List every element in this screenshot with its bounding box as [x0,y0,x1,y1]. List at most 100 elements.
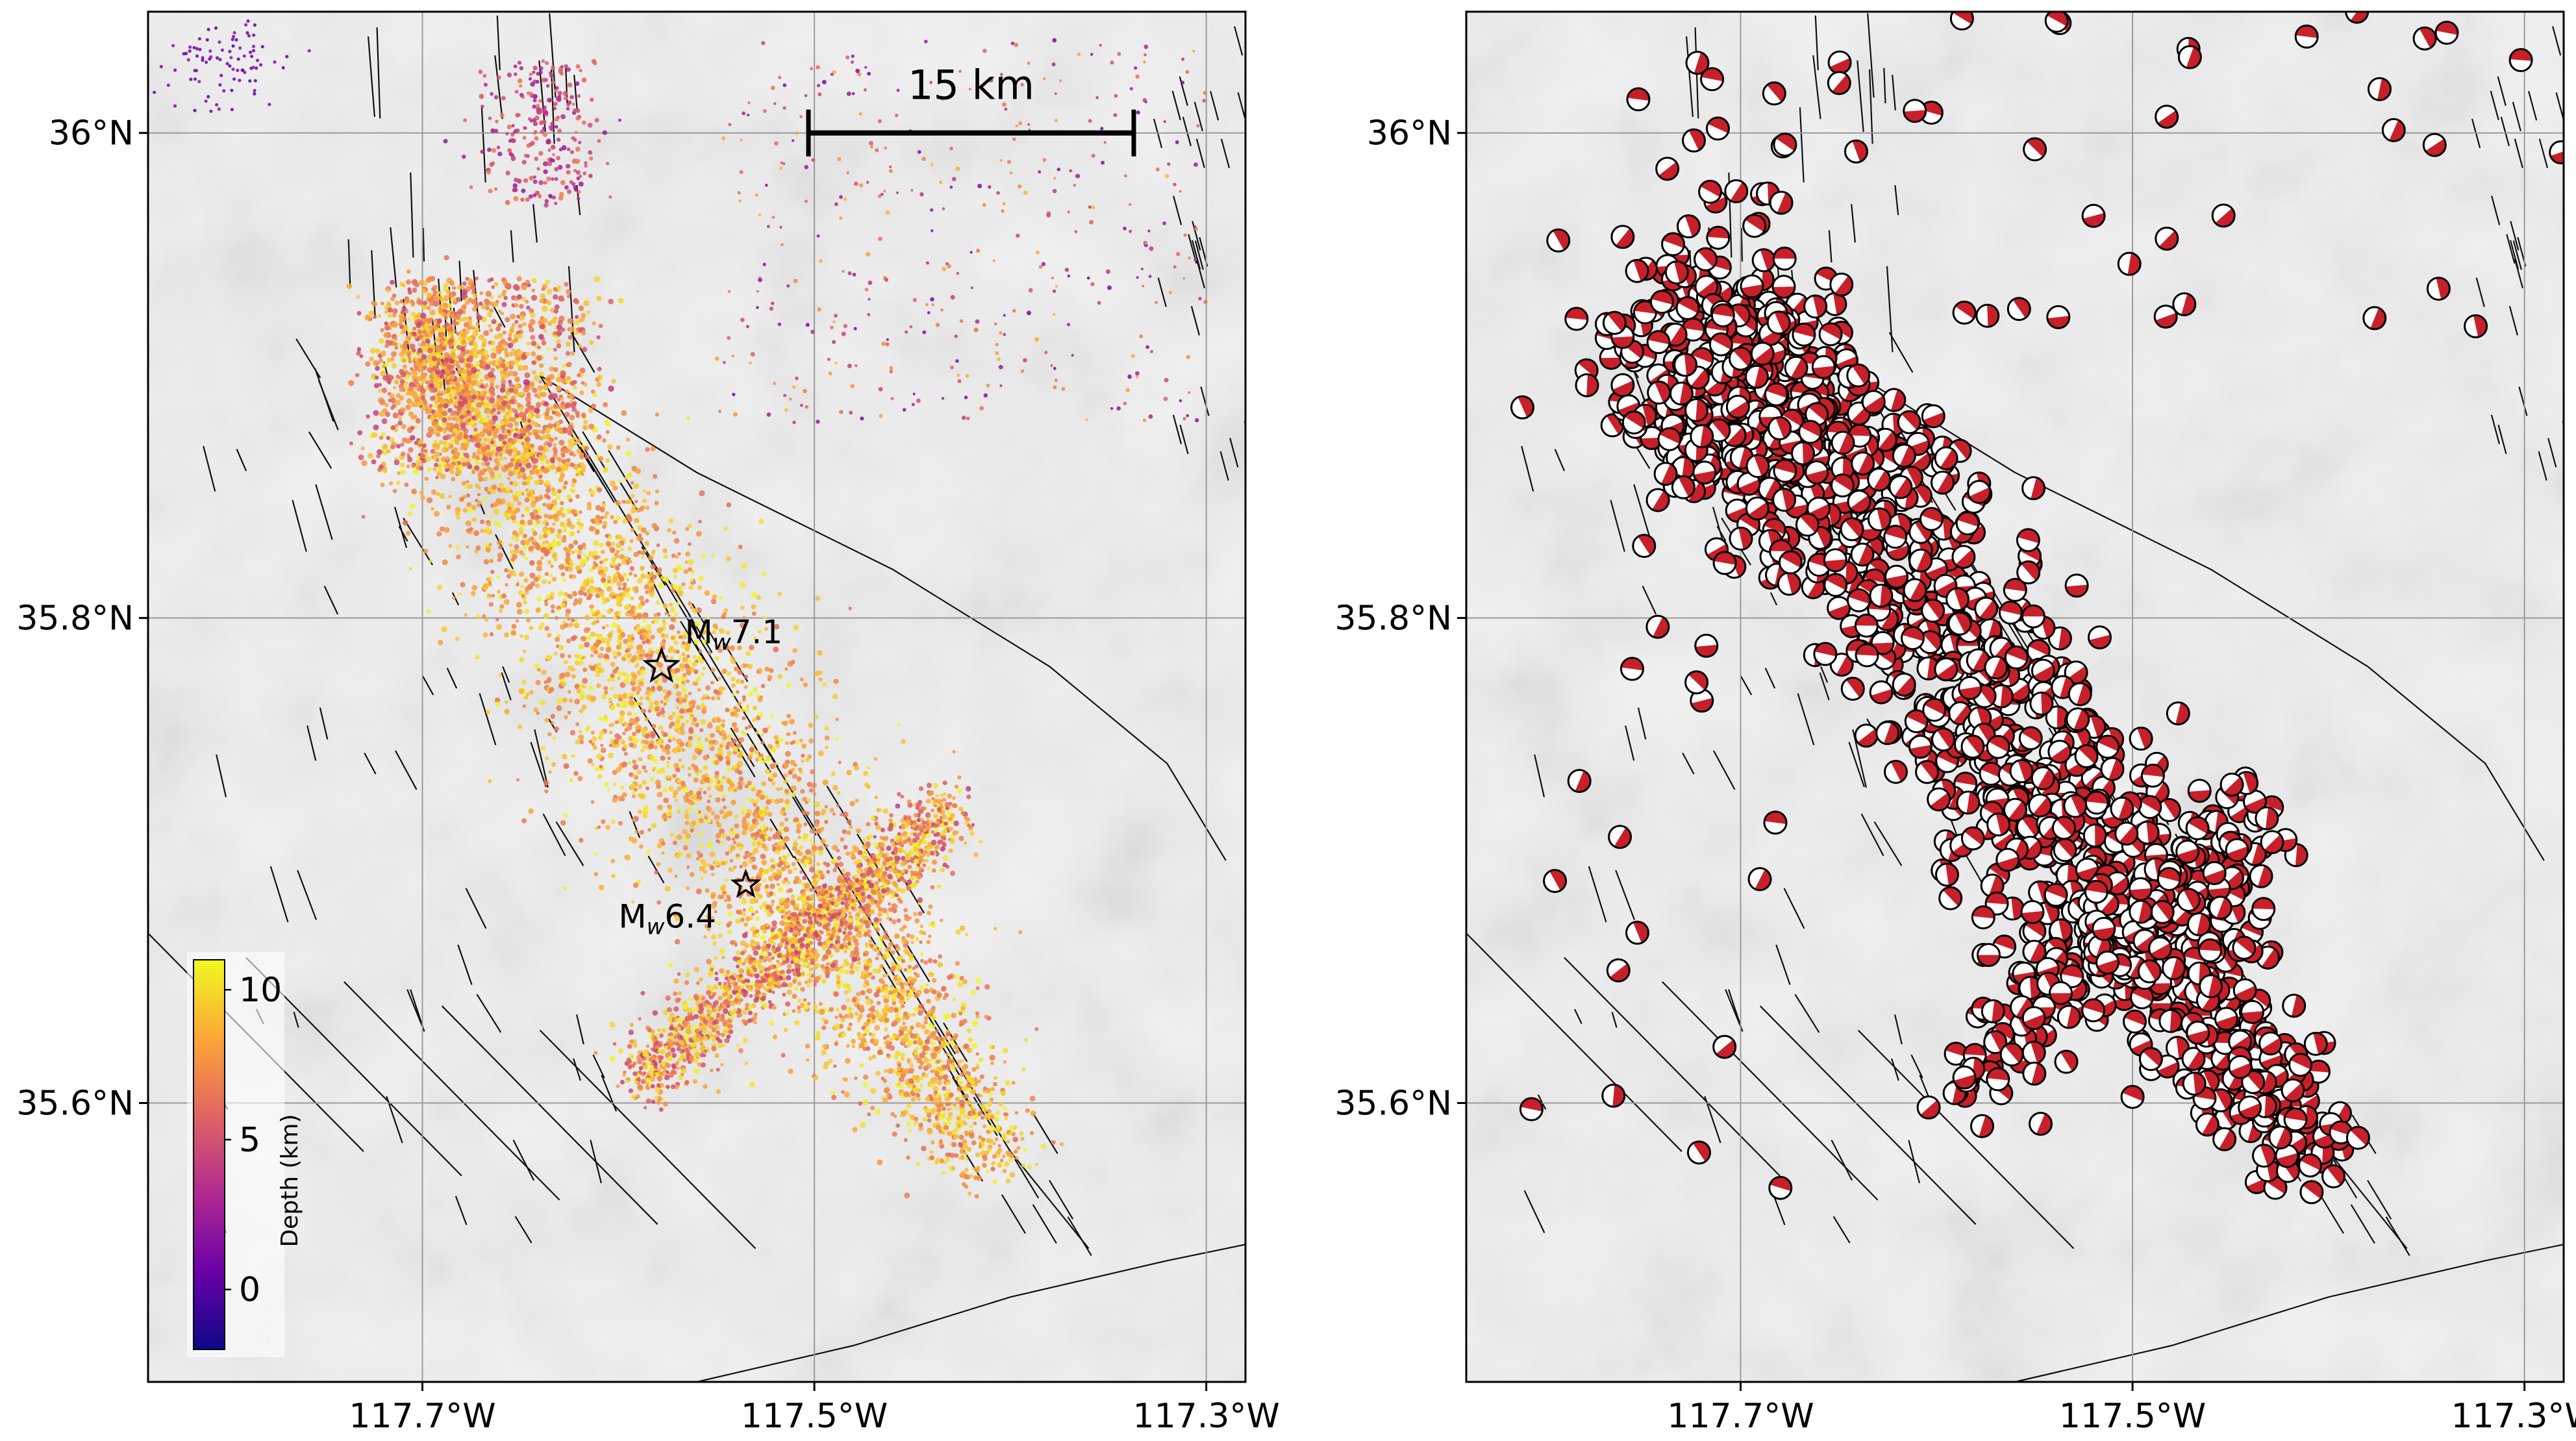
earthquake-point [659,668,663,672]
earthquake-point [662,812,667,817]
earthquake-point [758,838,764,844]
earthquake-point [948,1092,954,1098]
earthquake-point [703,755,708,761]
earthquake-point [774,842,778,846]
earthquake-point [541,429,545,434]
earthquake-point [499,604,505,609]
earthquake-point [957,1059,962,1064]
earthquake-point [853,946,859,952]
earthquake-point [874,1025,881,1031]
earthquake-point [595,454,600,458]
earthquake-point [524,497,530,503]
earthquake-point [576,448,582,454]
earthquake-point [710,599,717,605]
earthquake-point [737,670,743,675]
fault-trace [931,1014,957,1055]
earthquake-point [777,886,784,893]
earthquake-point [986,1129,990,1134]
earthquake-point [710,894,716,899]
earthquake-point [634,701,640,707]
earthquake-point [964,1114,968,1118]
earthquake-point [551,487,556,492]
earthquake-point [634,499,638,503]
earthquake-point [969,1133,975,1139]
earthquake-point [779,786,783,791]
earthquake-point [645,447,650,452]
earthquake-point [734,834,740,839]
fault-trace [481,107,486,183]
earthquake-point [844,970,850,975]
earthquake-point [601,600,606,605]
earthquake-point [881,1076,885,1081]
earthquake-point [1014,1110,1018,1115]
earthquake-point [597,825,601,829]
earthquake-point [586,635,592,641]
earthquake-point [797,1009,802,1014]
earthquake-point [784,667,788,671]
earthquake-point [968,1047,973,1053]
fault-trace [570,332,595,373]
earthquake-point [931,808,934,812]
earthquake-point [946,975,952,980]
earthquake-point [544,718,549,723]
earthquake-point [477,371,482,375]
earthquake-point [439,493,445,499]
earthquake-point [582,581,587,586]
earthquake-point [744,784,749,788]
fault-trace [1172,414,1182,444]
earthquake-point [461,481,466,486]
earthquake-point [670,616,676,622]
earthquake-point [784,799,790,805]
earthquake-point [593,560,597,565]
earthquake-point [821,979,827,984]
earthquake-point [817,650,823,656]
earthquake-point [700,876,704,880]
earthquake-point [673,640,679,645]
earthquake-point [873,757,878,761]
earthquake-point [488,542,492,547]
earthquake-point [624,476,628,480]
earthquake-point [715,833,721,838]
earthquake-point [894,933,899,939]
earthquake-point [545,540,549,544]
earthquake-point [682,657,688,663]
earthquake-point [875,1070,881,1076]
earthquake-point [619,704,623,708]
earthquake-point [784,861,790,866]
earthquake-point [875,927,880,933]
earthquake-point [458,455,464,460]
earthquake-point [602,503,606,507]
earthquake-point [786,713,792,719]
earthquake-point [646,490,651,495]
earthquake-point [993,1082,997,1086]
earthquake-point [974,1194,979,1199]
earthquake-point [832,1064,837,1068]
earthquake-point [667,528,672,533]
earthquake-point [766,799,771,805]
earthquake-point [644,653,650,658]
fault-trace [539,1029,757,1249]
earthquake-point [954,1134,960,1139]
earthquake-point [671,553,676,558]
earthquake-point [881,1008,888,1014]
earthquake-point [646,686,651,691]
earthquake-point [697,813,703,818]
earthquake-point [781,866,786,871]
earthquake-point [618,586,622,591]
earthquake-point [899,1092,904,1097]
earthquake-point [590,579,595,584]
earthquake-point [656,783,662,790]
earthquake-point [490,473,495,479]
earthquake-point [552,506,558,512]
earthquake-point [795,740,799,745]
earthquake-point [761,791,765,795]
earthquake-point [782,720,788,727]
earthquake-point [714,774,719,780]
earthquake-point [529,469,536,475]
earthquake-point [1019,1131,1024,1136]
earthquake-point [898,995,905,1001]
earthquake-point [842,811,849,818]
earthquake-point [546,633,552,638]
earthquake-point [590,609,595,615]
earthquake-point [621,499,626,504]
